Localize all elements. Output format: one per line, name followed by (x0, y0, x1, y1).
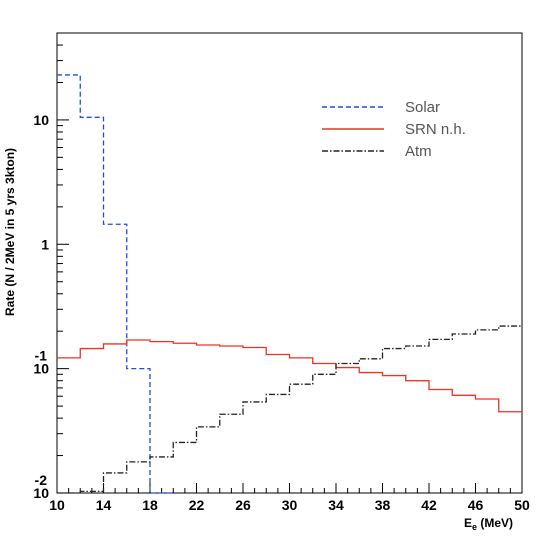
y-tick-label: 10 (33, 485, 49, 501)
y-tick-label: 10 (33, 361, 49, 377)
x-axis-label: Ee (MeV) (464, 516, 513, 532)
legend-label-atm: Atm (405, 143, 432, 160)
x-tick-label: 18 (142, 497, 158, 513)
x-tick-label: 46 (468, 497, 484, 513)
x-tick-label: 26 (235, 497, 251, 513)
series-layer (57, 74, 522, 494)
y-tick-label: 10 (33, 112, 49, 128)
x-tick-label: 22 (189, 497, 205, 513)
x-tick-label: 14 (96, 497, 112, 513)
x-axis-label-sub: e (472, 522, 477, 532)
legend: Solar SRN n.h. Atm (322, 99, 466, 160)
series-solar-line (57, 74, 174, 494)
series-srn-n-h-line (57, 339, 522, 413)
x-axis-label-main: E (464, 516, 472, 530)
x-axis-label-unit: (MeV) (477, 516, 513, 530)
x-tick-label: 38 (375, 497, 391, 513)
legend-label-solar: Solar (405, 99, 440, 116)
y-tick-exponent: -2 (35, 472, 48, 488)
y-axis-label: Rate (N / 2MeV in 5 yrs 3kton) (3, 148, 17, 316)
y-tick-label: 1 (41, 236, 49, 252)
x-tick-label: 10 (49, 497, 65, 513)
x-tick-label: 42 (421, 497, 437, 513)
series-atm-line (57, 325, 522, 494)
x-tick-label: 34 (328, 497, 344, 513)
x-tick-label: 50 (514, 497, 530, 513)
y-tick-exponent: -1 (35, 348, 48, 364)
x-axis: 10 14 18 22 26 30 34 38 42 46 50 (49, 483, 530, 513)
x-tick-label: 30 (282, 497, 298, 513)
legend-label-srn-n-h: SRN n.h. (405, 121, 466, 138)
